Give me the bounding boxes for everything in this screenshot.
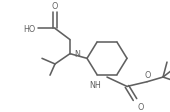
Text: HO: HO [24, 25, 36, 34]
Text: N: N [74, 50, 80, 59]
Text: O: O [145, 70, 151, 79]
Text: O: O [52, 2, 58, 11]
Text: NH: NH [89, 80, 101, 89]
Text: O: O [138, 102, 144, 111]
